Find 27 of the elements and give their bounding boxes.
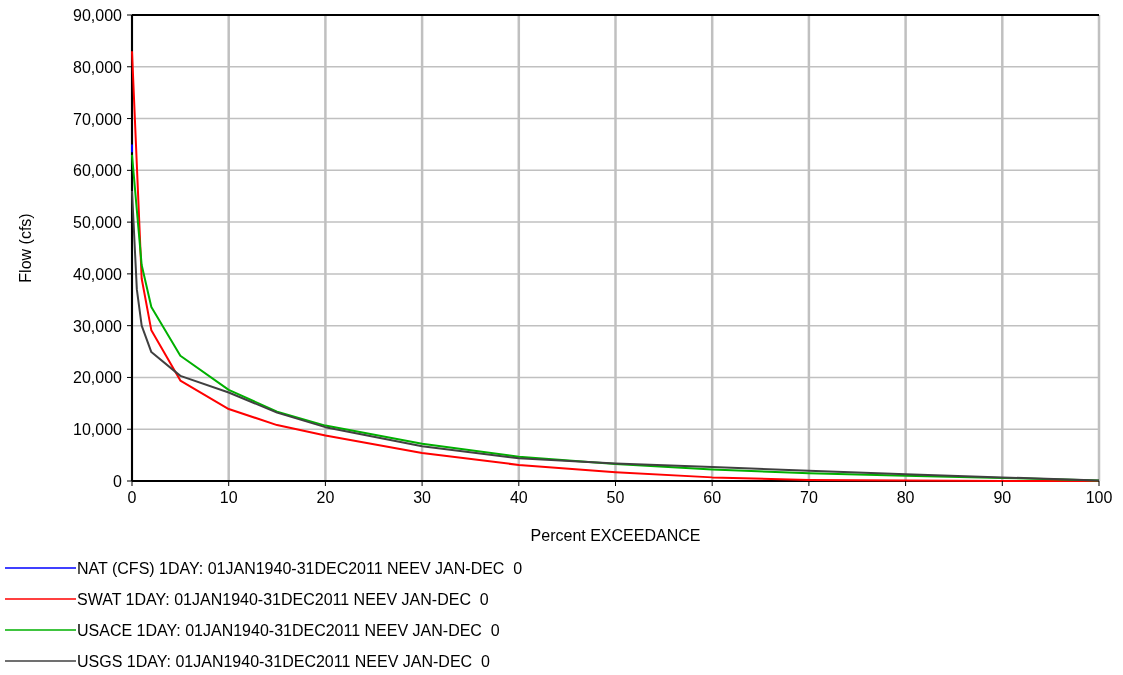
y-tick-label: 90,000: [73, 7, 123, 24]
y-tick-label: 40,000: [73, 265, 123, 283]
x-tick-label: 30: [413, 489, 432, 506]
y-tick-label: 20,000: [73, 369, 123, 387]
x-tick-label: 80: [896, 489, 915, 506]
y-tick-label: 50,000: [73, 214, 123, 232]
x-tick-label: 50: [606, 489, 625, 506]
y-tick-label: 70,000: [73, 110, 123, 128]
x-tick-label: 20: [316, 489, 335, 506]
x-tick-label: 60: [703, 489, 722, 506]
legend-label: NAT (CFS) 1DAY: 01JAN1940-31DEC2011 NEEV JAN-DEC 0: [77, 560, 523, 577]
x-tick-label: 0: [127, 489, 137, 506]
y-tick-label: 60,000: [73, 162, 123, 180]
x-tick-label: 100: [1085, 489, 1113, 506]
legend-label: SWAT 1DAY: 01JAN1940-31DEC2011 NEEV JAN-DEC 0: [77, 591, 489, 608]
y-tick-label: 80,000: [73, 58, 123, 76]
legend-label: USACE 1DAY: 01JAN1940-31DEC2011 NEEV JAN-DEC 0: [77, 622, 500, 639]
y-tick-label: 10,000: [73, 421, 123, 439]
x-tick-label: 10: [219, 489, 238, 506]
legend-label: USGS 1DAY: 01JAN1940-31DEC2011 NEEV JAN-DEC 0: [77, 653, 491, 670]
x-axis-title: Percent EXCEEDANCE: [530, 527, 701, 544]
x-tick-label: 40: [509, 489, 528, 506]
y-tick-label: 30,000: [73, 317, 123, 335]
x-tick-label: 70: [800, 489, 818, 506]
y-tick-label: 0: [113, 473, 123, 490]
y-axis-title: Flow (cfs): [17, 213, 34, 283]
x-tick-label: 90: [993, 489, 1012, 506]
